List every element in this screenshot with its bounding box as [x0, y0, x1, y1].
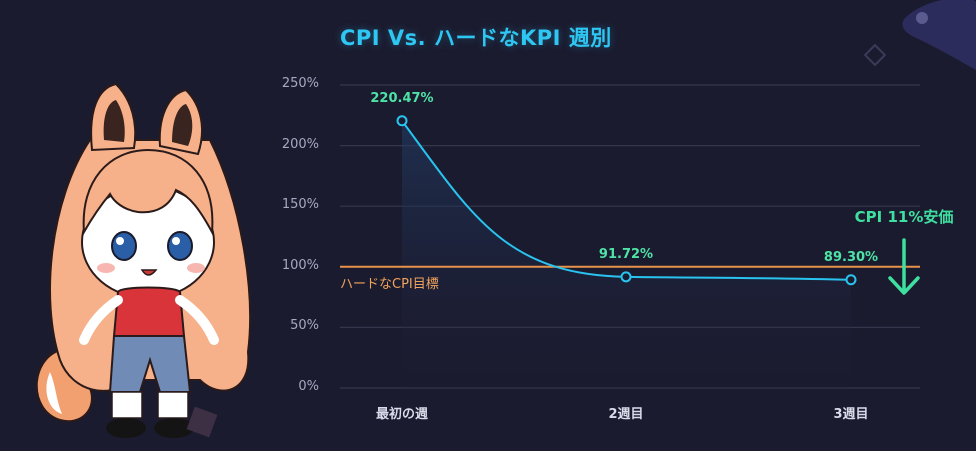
- data-point: [845, 274, 857, 286]
- y-tick-label: 50%: [290, 318, 319, 334]
- data-label: 91.72%: [598, 246, 654, 262]
- mascot-icon: [35, 82, 251, 438]
- data-label: 220.47%: [370, 90, 434, 106]
- fox-girl-mascot-icon: [35, 82, 251, 438]
- arrow-head: [888, 276, 920, 295]
- y-tick-label: 0%: [298, 379, 319, 394]
- data-label: 89.30%: [823, 249, 879, 265]
- corner-decoration-icon: [863, 0, 976, 70]
- series-area: [402, 120, 851, 389]
- floor-diamond-icon: [186, 406, 218, 438]
- data-point: [620, 271, 632, 283]
- y-tick-label: 150%: [281, 197, 319, 213]
- y-tick-label: 200%: [281, 136, 319, 152]
- down-arrow-icon: [888, 238, 920, 295]
- y-tick-label: 100%: [281, 257, 319, 273]
- x-tick-label: 3週目: [833, 407, 869, 422]
- x-tick-label: 2週目: [608, 407, 644, 422]
- savings-callout: CPI 11%安価: [854, 208, 954, 226]
- data-point: [396, 115, 408, 127]
- x-tick-label: 最初の週: [375, 407, 428, 422]
- chart-title: CPI Vs. ハードなKPI 週別: [340, 26, 612, 50]
- target-line-label: ハードなCPI目標: [340, 277, 439, 292]
- y-tick-label: 250%: [281, 76, 319, 91]
